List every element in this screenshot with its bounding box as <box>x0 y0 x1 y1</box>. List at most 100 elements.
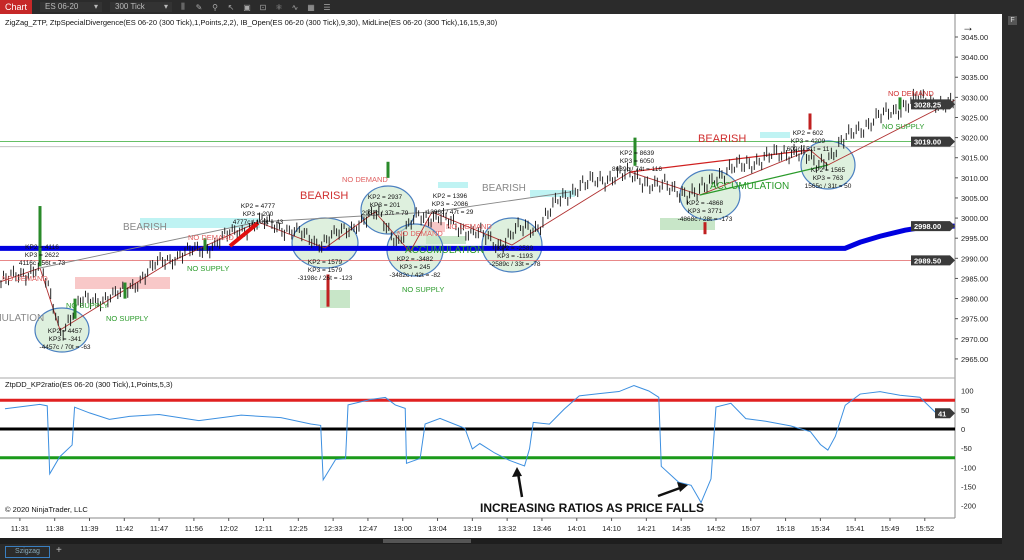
zone-rect <box>426 236 466 244</box>
price-tag <box>911 221 955 232</box>
zone-rect <box>660 218 715 230</box>
kp-label: KP3 = -341 <box>49 336 82 343</box>
kp-label: KP2 = 2937 <box>368 194 403 201</box>
kp-label: KP2 = 4116 <box>25 244 59 251</box>
data-box-icon[interactable]: ▣ <box>243 2 251 12</box>
arrow-up-icon <box>516 472 524 498</box>
annotation-label: BEARISH <box>300 190 348 202</box>
x-tick-label: 15:07 <box>741 524 760 533</box>
horizontal-scrollbar[interactable] <box>0 538 1002 544</box>
tab-szigzag[interactable]: Szigzag <box>5 546 50 558</box>
kp-label: 4116c / 56t = 73 <box>19 260 66 267</box>
kp-label: 8639c / 74t = 116 <box>612 166 662 173</box>
kp-label: KP2 = 4457 <box>48 328 83 335</box>
price-indicators-label: ZigZag_ZTP, ZtpSpecialDivergence(ES 06-2… <box>5 18 498 27</box>
accumulation-line <box>699 164 829 196</box>
kp-label: -3482c / 42t = -82 <box>389 272 441 279</box>
price-tag <box>911 136 955 147</box>
x-tick-label: 14:01 <box>567 524 586 533</box>
arrow-right-up-icon <box>657 486 681 498</box>
interval-selector[interactable]: 300 Tick ▾ <box>110 2 173 12</box>
indicator-y-label: 100 <box>961 387 974 396</box>
arrow-right-icon: → <box>962 20 974 34</box>
interval-value: 300 Tick <box>115 2 145 11</box>
x-tick-label: 11:56 <box>185 524 203 533</box>
instrument-selector[interactable]: ES 06-20 ▾ <box>40 2 103 12</box>
annotation-label: BEARISH <box>123 222 167 233</box>
strategies-icon[interactable]: ⚛ <box>275 2 283 12</box>
price-tag <box>911 99 955 110</box>
price-tag-label: 2998.00 <box>914 222 941 231</box>
kp-label: 2937c / 37t = 79 <box>362 210 409 217</box>
price-tag-label: 3028.25 <box>914 100 941 109</box>
x-tick-label: 15:34 <box>811 524 830 533</box>
kp-label: 4777c / 109t = 43 <box>233 219 284 226</box>
no-demand-bars <box>228 221 260 248</box>
y-tick-label: 3030.00 <box>961 93 988 102</box>
kp-label: KP2 = -2589 <box>497 245 534 252</box>
chart-toolbar: Chart ES 06-20 ▾ 300 Tick ▾ ⫼ ✎ ⚲ ↖ ▣ ⊡ ⚛ … <box>0 0 1024 14</box>
x-tick-label: 12:02 <box>219 524 238 533</box>
y-tick-label: 2995.00 <box>961 234 988 243</box>
kp-label: KP2 = 1565 <box>811 167 846 174</box>
y-tick-label: 3015.00 <box>961 154 988 163</box>
list-icon[interactable]: ☰ <box>323 2 331 12</box>
bar-type-icon[interactable]: ⫼ <box>181 2 185 11</box>
tab-bar: Szigzag + <box>0 544 1024 560</box>
y-tick-label: 2965.00 <box>961 355 988 364</box>
kp-label: KP3 = 4209 <box>791 138 826 145</box>
x-tick-label: 13:00 <box>393 524 412 533</box>
pencil-icon[interactable]: ✎ <box>195 2 203 12</box>
x-tick-label: 13:04 <box>428 524 447 533</box>
properties-icon[interactable]: ⊡ <box>259 2 267 12</box>
x-tick-label: 14:35 <box>672 524 691 533</box>
kp-label: 1396c / 47t = 29 <box>427 209 474 216</box>
annotation-label: NO DEMAND <box>342 175 388 184</box>
zigzag-line <box>0 99 956 331</box>
instrument-value: ES 06-20 <box>45 2 79 11</box>
indicator-y-label: -150 <box>961 482 976 491</box>
x-tick-label: 11:47 <box>150 524 168 533</box>
divergence-circle <box>34 307 90 353</box>
x-tick-label: 13:19 <box>463 524 482 533</box>
zone-rect <box>425 222 445 232</box>
kp-label: -4457c / 70t = -63 <box>39 344 91 351</box>
scrollbar-thumb[interactable] <box>383 539 471 543</box>
cursor-icon[interactable]: ↖ <box>227 2 235 12</box>
chart-tab-label[interactable]: Chart <box>0 0 33 14</box>
add-tab-button[interactable]: + <box>56 545 62 556</box>
divergence-circle <box>360 185 416 235</box>
y-tick-label: 3020.00 <box>961 134 988 143</box>
price-tag-label: 2989.50 <box>914 256 941 265</box>
kp-label: KP2 = 4777 <box>241 203 276 210</box>
annotation-label: NO SUPPLY <box>882 122 924 131</box>
annotation-label: ACCUMULATION <box>405 245 484 256</box>
kp-label: KP3 = 1579 <box>308 267 343 274</box>
zone-rect <box>320 290 350 308</box>
right-panel-strip: F <box>1002 14 1024 544</box>
x-tick-label: 13:32 <box>498 524 517 533</box>
price-tag <box>911 255 955 266</box>
annotation-label: NO SUPPLY <box>402 285 444 294</box>
kp-label: KP3 = 3771 <box>688 208 723 215</box>
kp-label: -2589c / 33t = -78 <box>489 261 541 268</box>
zoom-icon[interactable]: ⚲ <box>212 2 218 12</box>
kp-label: KP3 = 245 <box>400 264 431 271</box>
kp-label: 1565c / 31t = 50 <box>805 183 852 190</box>
x-tick-label: 12:11 <box>254 524 272 533</box>
x-tick-label: 11:42 <box>115 524 133 533</box>
templates-icon[interactable]: ▦ <box>307 2 315 12</box>
x-tick-label: 12:33 <box>324 524 343 533</box>
y-tick-label: 3000.00 <box>961 214 988 223</box>
arrow-head <box>677 482 688 492</box>
x-tick-label: 14:52 <box>707 524 726 533</box>
x-tick-label: 15:49 <box>881 524 900 533</box>
y-tick-label: 2980.00 <box>961 295 988 304</box>
kp-label: KP2 = 1396 <box>433 193 468 200</box>
f-button[interactable]: F <box>1008 16 1017 25</box>
annotation-label: NO DEMAND <box>888 89 934 98</box>
indicator-tag <box>935 408 955 419</box>
indicators-icon[interactable]: ∿ <box>291 2 299 12</box>
arrow-head <box>512 467 522 477</box>
